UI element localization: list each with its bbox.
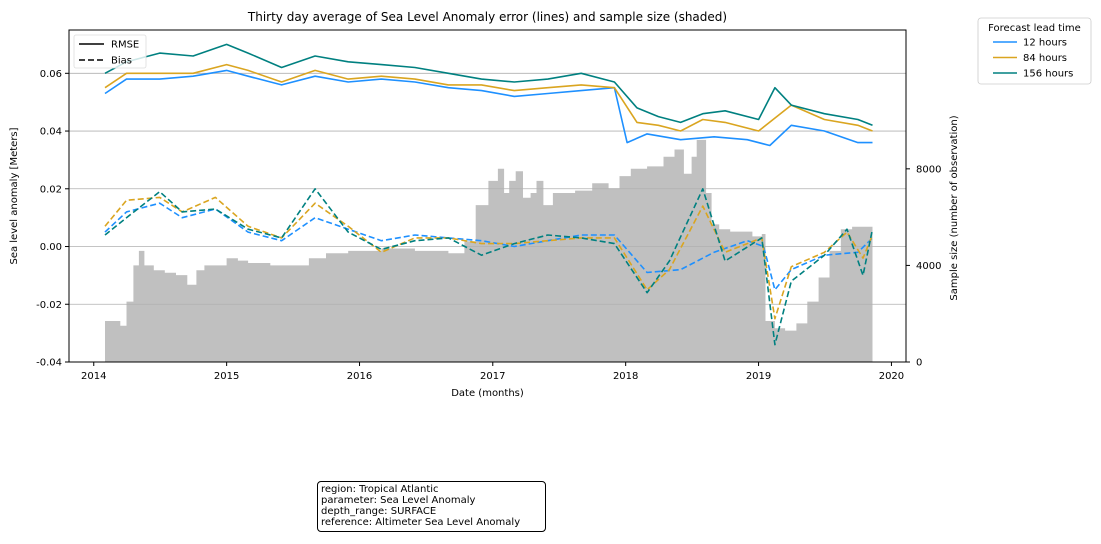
- series-line-bias-5: [104, 188, 874, 346]
- info-line-depth-range: depth_range: SURFACE: [321, 506, 437, 517]
- x-tick-label-4: 2018: [613, 371, 638, 382]
- y2-tick-label-1: 4000: [916, 261, 941, 272]
- y-tick-label-1: -0.02: [36, 300, 62, 311]
- series-line-rmse-0: [104, 69, 873, 147]
- y2-axis-label: Sample size (number of observation): [949, 115, 960, 300]
- style-legend-label-bias: Bias: [111, 56, 132, 67]
- y-tick-label-4: 0.04: [40, 127, 62, 138]
- info-line-reference: reference: Altimeter Sea Level Anomaly: [321, 517, 521, 528]
- x-tick-label-5: 2019: [746, 371, 771, 382]
- y2-tick-label-0: 0: [916, 358, 922, 369]
- y-tick-label-5: 0.06: [40, 69, 62, 80]
- y-axis-label: Sea level anomaly [Meters]: [9, 127, 20, 264]
- plot-frame: [68, 29, 907, 363]
- lead-legend-title: Forecast lead time: [988, 23, 1081, 34]
- series-line-rmse-1: [104, 63, 873, 132]
- series-line-rmse-2: [104, 43, 873, 127]
- info-line-region: region: Tropical Atlantic: [321, 484, 439, 495]
- lead-legend-label-2: 156 hours: [1023, 69, 1073, 80]
- y-tick-label-2: 0.00: [40, 242, 62, 253]
- info-line-parameter: parameter: Sea Level Anomaly: [321, 495, 476, 506]
- lead-legend-label-1: 84 hours: [1023, 53, 1067, 64]
- series-line-bias-4: [104, 196, 874, 320]
- x-tick-label-0: 2014: [81, 371, 106, 382]
- x-tick-label-6: 2020: [879, 371, 904, 382]
- style-legend-label-rmse: RMSE: [111, 40, 139, 51]
- sample-size-area: [105, 139, 873, 362]
- x-tick-label-3: 2017: [480, 371, 505, 382]
- x-tick-label-1: 2015: [214, 371, 239, 382]
- lead-legend-label-0: 12 hours: [1023, 38, 1067, 49]
- info-box: region: Tropical Atlantic parameter: Sea…: [317, 481, 546, 532]
- y2-tick-label-2: 8000: [916, 164, 941, 175]
- y-tick-label-0: -0.04: [36, 358, 62, 369]
- x-tick-label-2: 2016: [347, 371, 372, 382]
- series-line-bias-3: [104, 202, 874, 291]
- chart-title: Thirty day average of Sea Level Anomaly …: [247, 10, 727, 24]
- y-tick-label-3: 0.02: [40, 184, 62, 195]
- lead-legend-box: [977, 17, 1092, 85]
- x-axis-label: Date (months): [451, 388, 524, 399]
